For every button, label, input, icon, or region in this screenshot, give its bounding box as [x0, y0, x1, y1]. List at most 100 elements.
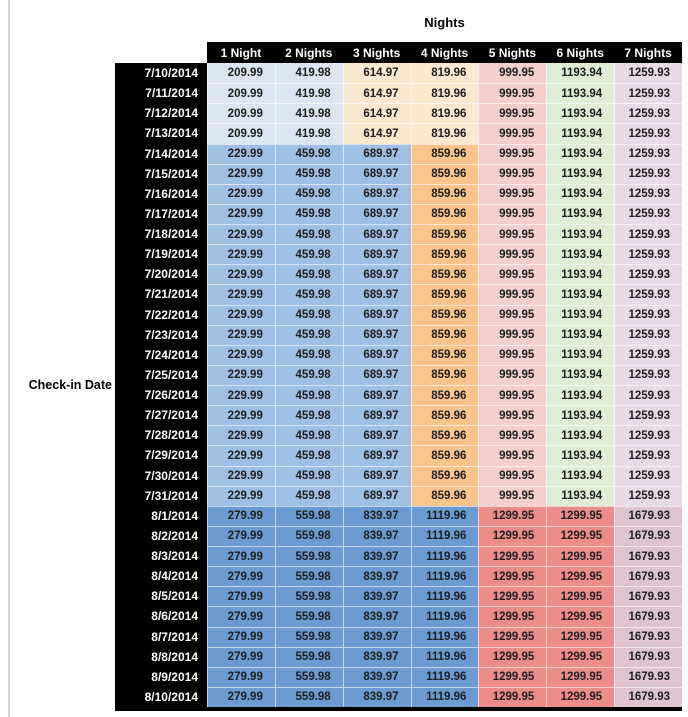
price-cell[interactable]: 1193.94 [546, 244, 615, 265]
price-cell[interactable]: 459.98 [274, 405, 343, 426]
price-cell[interactable]: 1299.95 [478, 606, 547, 627]
row-header-date-cell[interactable]: 7/16/2014 [115, 183, 207, 204]
price-cell[interactable]: 1193.94 [546, 83, 615, 104]
price-cell[interactable]: 999.95 [478, 264, 547, 285]
price-cell[interactable]: 1193.94 [546, 485, 615, 506]
price-cell[interactable]: 859.96 [410, 445, 479, 466]
price-cell[interactable]: 279.99 [207, 525, 275, 546]
price-cell[interactable]: 459.98 [274, 485, 343, 506]
price-cell[interactable]: 859.96 [410, 203, 479, 224]
price-cell[interactable]: 1259.93 [614, 123, 683, 144]
price-cell[interactable]: 1299.95 [546, 525, 615, 546]
price-cell[interactable]: 559.98 [274, 646, 343, 667]
price-cell[interactable]: 1679.93 [614, 546, 683, 567]
price-cell[interactable]: 1299.95 [478, 686, 547, 707]
price-cell[interactable]: 1679.93 [614, 646, 683, 667]
price-cell[interactable]: 279.99 [207, 586, 275, 607]
price-cell[interactable]: 1119.96 [410, 626, 479, 647]
price-cell[interactable]: 279.99 [207, 646, 275, 667]
price-cell[interactable]: 1193.94 [546, 344, 615, 365]
price-cell[interactable]: 279.99 [207, 666, 275, 687]
price-cell[interactable]: 839.97 [342, 525, 411, 546]
price-cell[interactable]: 1299.95 [478, 525, 547, 546]
price-cell[interactable]: 1119.96 [410, 646, 479, 667]
price-cell[interactable]: 689.97 [342, 244, 411, 265]
price-cell[interactable]: 689.97 [342, 183, 411, 204]
price-cell[interactable]: 559.98 [274, 586, 343, 607]
row-header-date-cell[interactable]: 7/10/2014 [115, 63, 207, 84]
price-cell[interactable]: 859.96 [410, 344, 479, 365]
price-cell[interactable]: 1259.93 [614, 364, 683, 385]
price-cell[interactable]: 229.99 [207, 264, 275, 285]
price-cell[interactable]: 1193.94 [546, 183, 615, 204]
price-cell[interactable]: 1259.93 [614, 224, 683, 245]
price-cell[interactable]: 1259.93 [614, 485, 683, 506]
price-cell[interactable]: 229.99 [207, 324, 275, 345]
price-cell[interactable]: 859.96 [410, 465, 479, 486]
price-cell[interactable]: 229.99 [207, 304, 275, 325]
price-cell[interactable]: 419.98 [274, 123, 343, 144]
price-cell[interactable]: 1299.95 [478, 546, 547, 567]
price-cell[interactable]: 1299.95 [546, 666, 615, 687]
row-header-date-cell[interactable]: 7/11/2014 [115, 83, 207, 104]
price-cell[interactable]: 279.99 [207, 505, 275, 526]
price-cell[interactable]: 229.99 [207, 445, 275, 466]
price-cell[interactable]: 559.98 [274, 505, 343, 526]
price-cell[interactable]: 859.96 [410, 324, 479, 345]
row-header-date-cell[interactable]: 7/15/2014 [115, 163, 207, 184]
price-cell[interactable]: 1193.94 [546, 364, 615, 385]
price-cell[interactable]: 1119.96 [410, 505, 479, 526]
price-cell[interactable]: 689.97 [342, 344, 411, 365]
price-cell[interactable]: 1193.94 [546, 284, 615, 305]
price-cell[interactable]: 1259.93 [614, 203, 683, 224]
price-cell[interactable]: 209.99 [207, 63, 275, 84]
row-header-date-cell[interactable]: 7/21/2014 [115, 284, 207, 305]
price-cell[interactable]: 689.97 [342, 425, 411, 446]
price-cell[interactable]: 559.98 [274, 686, 343, 707]
price-cell[interactable]: 689.97 [342, 445, 411, 466]
row-header-date-cell[interactable]: 8/6/2014 [115, 606, 207, 627]
column-header-cell[interactable]: 4 Nights [420, 45, 469, 60]
price-cell[interactable]: 1193.94 [546, 425, 615, 446]
price-cell[interactable]: 1259.93 [614, 244, 683, 265]
price-cell[interactable]: 1119.96 [410, 586, 479, 607]
price-cell[interactable]: 1259.93 [614, 445, 683, 466]
price-cell[interactable]: 999.95 [478, 63, 547, 84]
price-cell[interactable]: 459.98 [274, 425, 343, 446]
price-cell[interactable]: 279.99 [207, 686, 275, 707]
row-header-date-cell[interactable]: 7/20/2014 [115, 264, 207, 285]
price-cell[interactable]: 209.99 [207, 103, 275, 124]
price-cell[interactable]: 859.96 [410, 364, 479, 385]
price-cell[interactable]: 859.96 [410, 385, 479, 406]
price-cell[interactable]: 859.96 [410, 425, 479, 446]
price-cell[interactable]: 229.99 [207, 405, 275, 426]
row-header-date-cell[interactable]: 8/2/2014 [115, 525, 207, 546]
price-cell[interactable]: 1299.95 [478, 646, 547, 667]
price-cell[interactable]: 839.97 [342, 586, 411, 607]
column-header-cell[interactable]: 2 Nights [285, 45, 333, 60]
price-cell[interactable]: 229.99 [207, 465, 275, 486]
price-cell[interactable]: 1299.95 [478, 626, 547, 647]
price-cell[interactable]: 1299.95 [546, 646, 615, 667]
price-cell[interactable]: 1193.94 [546, 385, 615, 406]
price-cell[interactable]: 279.99 [207, 566, 275, 587]
price-cell[interactable]: 1299.95 [478, 586, 547, 607]
price-cell[interactable]: 689.97 [342, 203, 411, 224]
price-cell[interactable]: 1193.94 [546, 224, 615, 245]
row-header-date-cell[interactable]: 7/19/2014 [115, 244, 207, 265]
price-cell[interactable]: 689.97 [342, 405, 411, 426]
price-cell[interactable]: 1193.94 [546, 63, 615, 84]
row-header-date-cell[interactable]: 7/22/2014 [115, 304, 207, 325]
price-cell[interactable]: 859.96 [410, 405, 479, 426]
price-cell[interactable]: 1299.95 [546, 586, 615, 607]
row-header-date-cell[interactable]: 7/13/2014 [115, 123, 207, 144]
price-cell[interactable]: 459.98 [274, 364, 343, 385]
price-cell[interactable]: 559.98 [274, 525, 343, 546]
price-cell[interactable]: 1679.93 [614, 525, 683, 546]
price-cell[interactable]: 1299.95 [478, 666, 547, 687]
price-cell[interactable]: 459.98 [274, 244, 343, 265]
price-cell[interactable]: 999.95 [478, 83, 547, 104]
row-header-date-cell[interactable]: 8/9/2014 [115, 666, 207, 687]
price-cell[interactable]: 839.97 [342, 505, 411, 526]
price-cell[interactable]: 459.98 [274, 465, 343, 486]
